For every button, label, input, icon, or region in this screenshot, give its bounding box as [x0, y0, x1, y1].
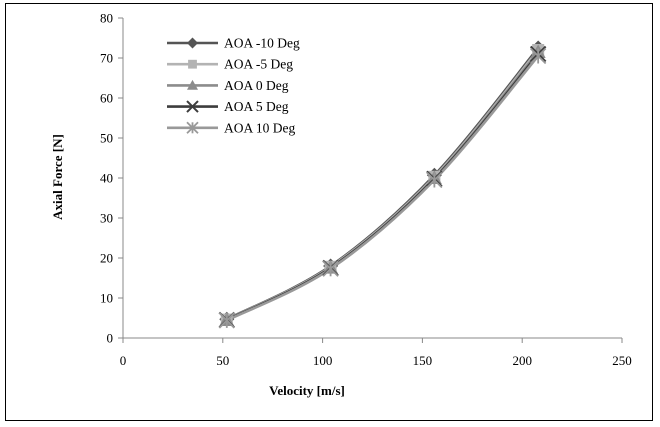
- legend-item-aoa-5-deg: AOA 5 Deg: [167, 99, 289, 114]
- axial-force-chart: 0 50 100 150 200 250 0 10 20 30 40 50 60 70 80 Veloci…: [50, 11, 632, 399]
- x-tick-label: 100: [313, 353, 333, 368]
- data-point-aoa-10-deg: [322, 260, 339, 277]
- legend-label: AOA -10 Deg: [224, 36, 300, 51]
- y-tick-label: 30: [100, 211, 113, 226]
- chart-frame: 0 50 100 150 200 250 0 10 20 30 40 50 60 70 80 Veloci…: [5, 3, 653, 421]
- y-tick-label: 60: [100, 91, 113, 106]
- series-lines: [226, 47, 540, 322]
- y-tick-label: 40: [100, 171, 113, 186]
- legend-item-aoa-10-deg: AOA 10 Deg: [167, 120, 295, 135]
- y-tick-label: 20: [100, 251, 113, 266]
- x-tick-label: 0: [120, 353, 127, 368]
- data-point-aoa-10-deg: [426, 171, 443, 189]
- x-tick-label: 50: [216, 353, 229, 368]
- legend-label: AOA 5 Deg: [224, 99, 289, 114]
- x-axis-title: Velocity [m/s]: [269, 383, 345, 398]
- series-markers: [218, 40, 547, 329]
- data-point-aoa-10-deg: [530, 47, 547, 65]
- legend-label: AOA 0 Deg: [224, 78, 289, 93]
- y-tick-label: 0: [107, 331, 114, 346]
- legend-item-aoa-5-deg: AOA -5 Deg: [167, 57, 293, 72]
- y-tick-label: 70: [100, 51, 113, 66]
- y-axis-title: Axial Force [N]: [50, 134, 65, 220]
- legend-marker: [186, 121, 199, 134]
- x-tick-label: 250: [612, 353, 632, 368]
- axes: [122, 18, 622, 339]
- series-line-aoa-5-deg: [226, 53, 540, 322]
- legend-item-aoa-0-deg: AOA 0 Deg: [167, 78, 289, 93]
- legend-item-aoa-10-deg: AOA -10 Deg: [167, 36, 300, 51]
- y-tick-label: 50: [100, 131, 113, 146]
- legend: AOA -10 Deg AOA -5 Deg AOA 0 Deg AOA 5 Deg A…: [167, 36, 300, 135]
- y-axis-ticks: 0 10 20 30 40 50 60 70 80: [100, 11, 123, 346]
- x-tick-label: 150: [413, 353, 433, 368]
- series-line-aoa-10-deg: [226, 55, 540, 322]
- y-tick-label: 10: [100, 291, 113, 306]
- data-point-aoa-10-deg: [218, 312, 235, 329]
- x-axis-ticks: 0 50 100 150 200 250: [120, 338, 632, 368]
- legend-marker: [186, 100, 199, 113]
- y-tick-label: 80: [100, 11, 113, 26]
- x-tick-label: 200: [512, 353, 532, 368]
- legend-marker: [187, 37, 198, 49]
- legend-marker: [188, 59, 197, 69]
- legend-label: AOA -5 Deg: [224, 57, 293, 72]
- legend-label: AOA 10 Deg: [224, 120, 295, 135]
- legend-marker: [187, 79, 198, 90]
